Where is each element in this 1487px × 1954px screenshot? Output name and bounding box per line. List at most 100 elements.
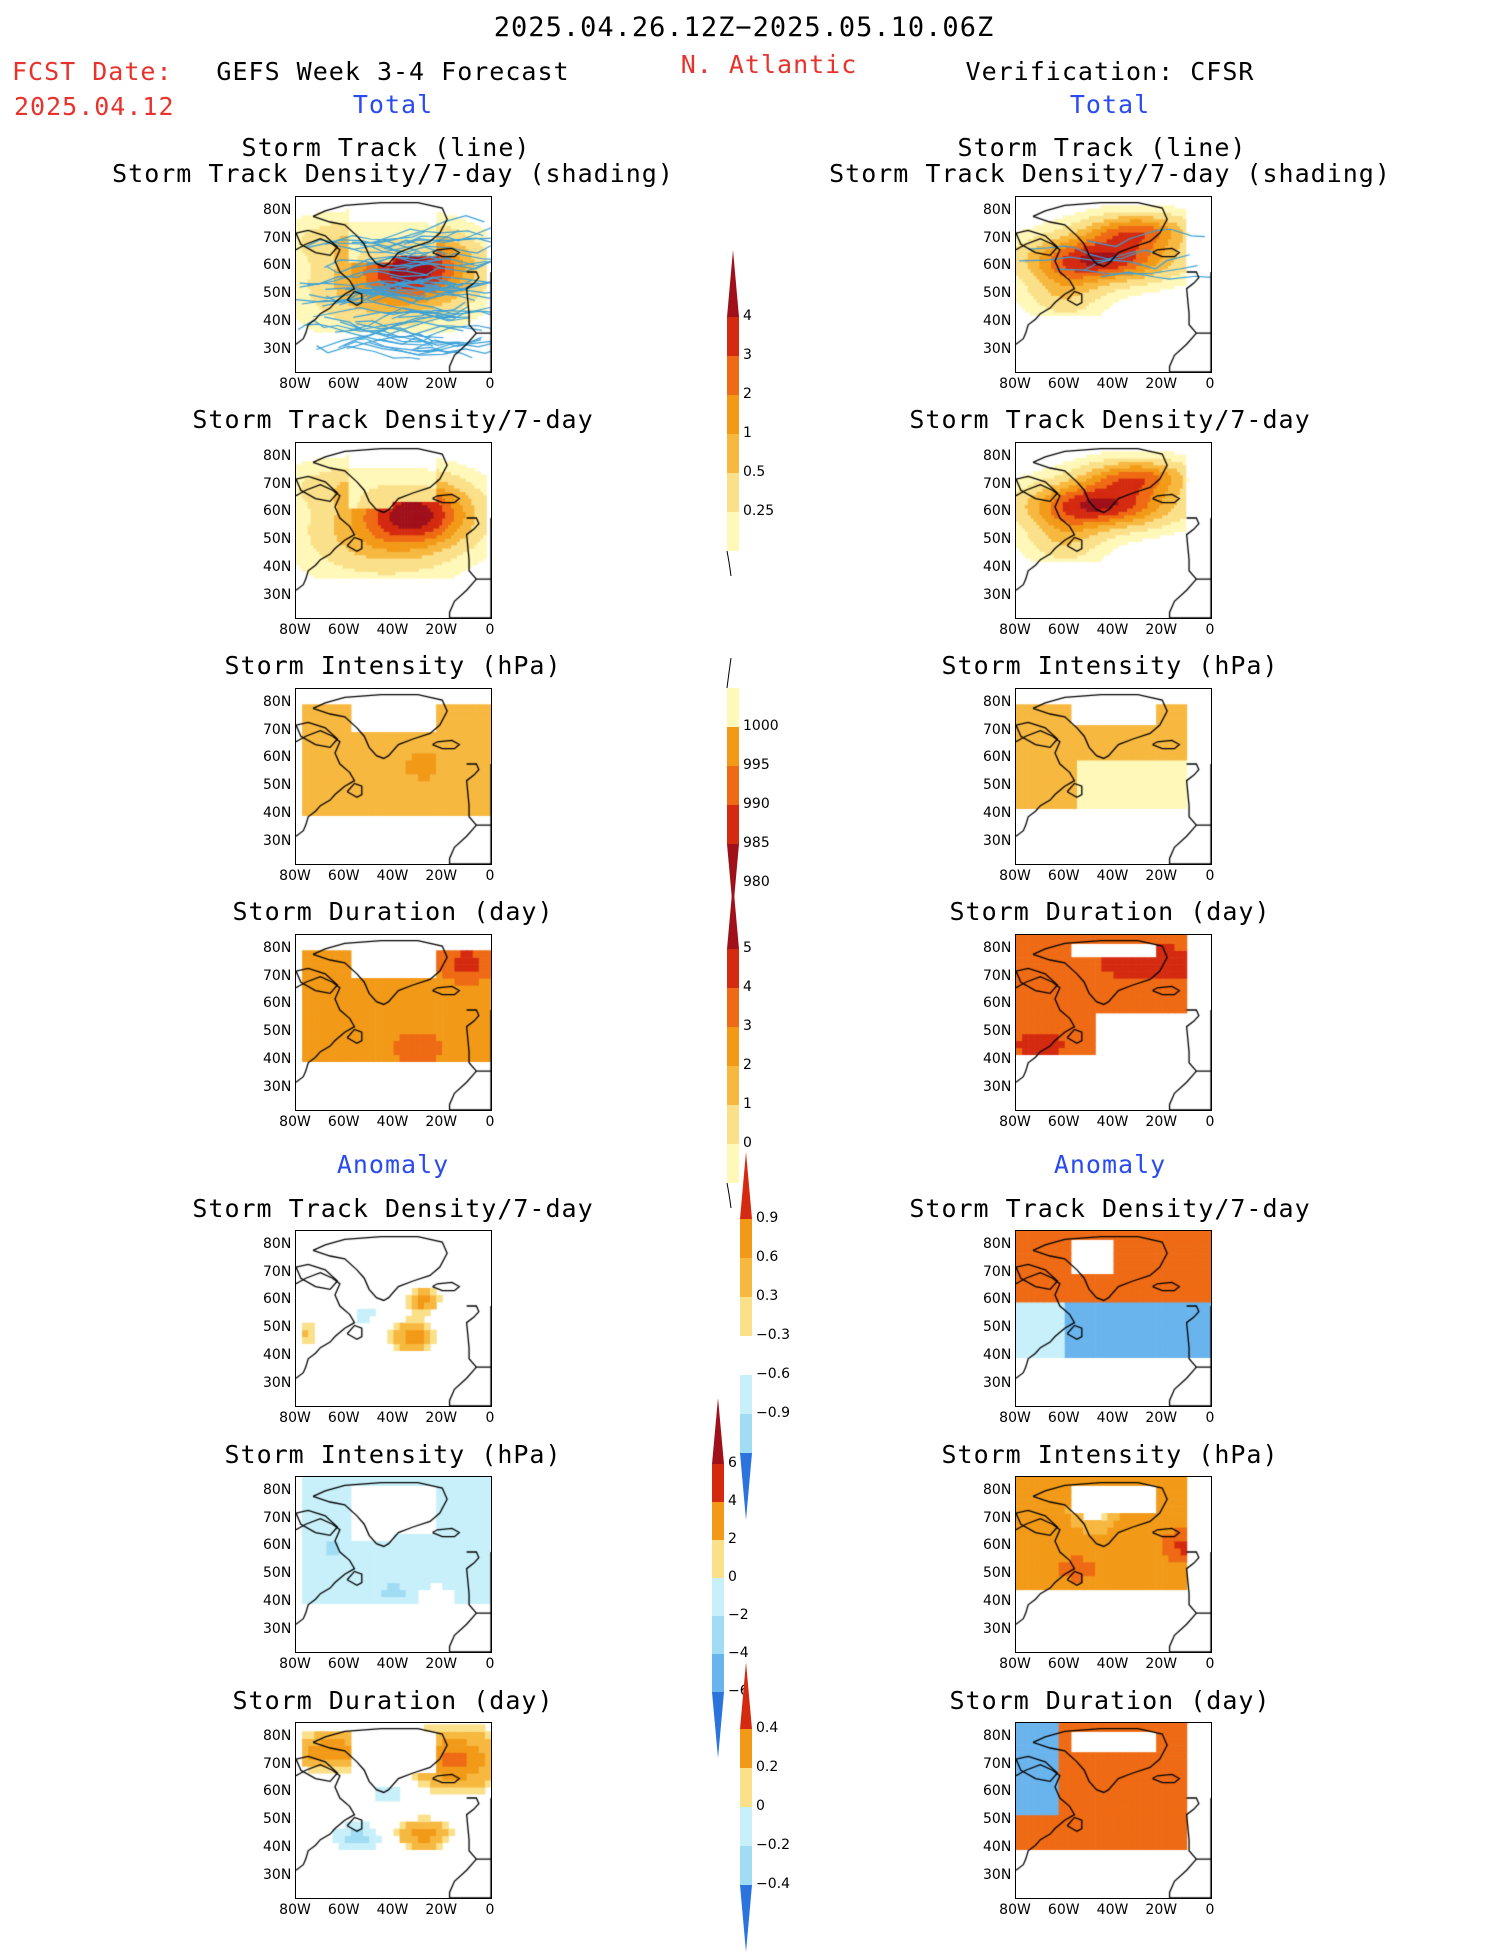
colorbar-swatch [712, 1578, 724, 1616]
lon-tick-label: 80W [279, 376, 311, 392]
lat-tick-label: 50N [983, 777, 1012, 794]
map-canvas [1016, 1723, 1211, 1898]
colorbar-swatch [727, 949, 739, 988]
lon-tick-label: 60W [1047, 868, 1080, 884]
colorbar-label: 0.9 [756, 1210, 779, 1226]
lat-tick-label: 80N [983, 693, 1012, 710]
lon-tick-label: 80W [279, 622, 311, 638]
lon-tick-label: 0 [1205, 1656, 1215, 1672]
lat-tick-label: 30N [983, 340, 1012, 357]
colorbar-swatch [740, 1297, 752, 1336]
map-canvas [296, 1477, 491, 1652]
colorbar-density-total [726, 250, 739, 577]
lat-tick-label: 30N [263, 1374, 292, 1391]
lat-tick-label: 40N [263, 1839, 292, 1855]
lat-tick-label: 70N [983, 475, 1012, 492]
lon-tick-label: 0 [485, 1656, 495, 1672]
map-intensity-anom-verification [1015, 1476, 1212, 1653]
region-title: N. Atlantic [680, 50, 858, 79]
lat-tick-label: 50N [983, 1811, 1012, 1828]
colorbar-swatch [727, 688, 739, 727]
lon-tick-label: 0 [1205, 622, 1215, 638]
colorbar-label: 1000 [743, 718, 779, 734]
colorbar-label: 0.25 [743, 503, 775, 519]
panel-title-intensity-right: Storm Intensity (hPa) [941, 651, 1279, 680]
lat-tick-label: 70N [263, 475, 292, 492]
lon-tick-label: 80W [999, 1114, 1031, 1130]
lon-tick-label: 20W [1145, 376, 1178, 392]
lat-tick-label: 60N [983, 1783, 1012, 1800]
map-canvas [1016, 1477, 1211, 1652]
lat-tick-label: 40N [983, 1839, 1012, 1855]
lon-tick-label: 80W [279, 1114, 311, 1130]
lon-tick-label: 0 [485, 1114, 495, 1130]
colorbar-swatch [740, 1807, 752, 1846]
colorbar-label: 0.3 [756, 1288, 779, 1304]
panel-title-duration-anom-right: Storm Duration (day) [949, 1686, 1271, 1715]
colorbar-label: −0.4 [756, 1876, 790, 1892]
lat-tick-label: 30N [983, 1866, 1012, 1883]
map-canvas [1016, 197, 1211, 372]
map-canvas [1016, 689, 1211, 864]
colorbar-swatch [712, 1654, 724, 1692]
lat-tick-label: 80N [983, 1235, 1012, 1252]
map-duration-verification [1015, 934, 1212, 1111]
lat-tick-label: 80N [983, 447, 1012, 464]
panel-title-intensity-anom-right: Storm Intensity (hPa) [941, 1440, 1279, 1469]
panel-title-density-left: Storm Track Density/7-day [192, 405, 594, 434]
lon-tick-label: 80W [999, 376, 1031, 392]
lon-tick-label: 20W [425, 1656, 458, 1672]
lon-tick-label: 80W [999, 622, 1031, 638]
map-duration-forecast [295, 934, 492, 1111]
map-density-anom-verification [1015, 1230, 1212, 1407]
date-range-title: 2025.04.26.12Z−2025.05.10.06Z [493, 12, 995, 43]
lat-tick-label: 70N [983, 229, 1012, 246]
lat-tick-label: 70N [263, 967, 292, 984]
lat-tick-label: 60N [263, 995, 292, 1012]
panel-title-density-anom-left: Storm Track Density/7-day [192, 1194, 594, 1223]
lat-tick-label: 50N [983, 531, 1012, 548]
colorbar-swatch [727, 805, 739, 844]
lat-tick-label: 80N [983, 1727, 1012, 1744]
lat-tick-label: 60N [983, 1537, 1012, 1554]
lat-tick-label: 70N [983, 1263, 1012, 1280]
map-canvas [296, 197, 491, 372]
colorbar-swatch [727, 1066, 739, 1105]
colorbar-label: 5 [743, 940, 752, 956]
lon-tick-label: 60W [1047, 1410, 1080, 1426]
lat-tick-label: 30N [263, 832, 292, 849]
lon-tick-label: 20W [425, 1114, 458, 1130]
lat-tick-label: 30N [983, 586, 1012, 603]
map-density-verification [1015, 442, 1212, 619]
lat-tick-label: 80N [263, 1235, 292, 1252]
colorbar-label: 0 [743, 1135, 752, 1151]
lon-tick-label: 20W [425, 622, 458, 638]
map-duration-anom-forecast [295, 1722, 492, 1899]
lat-tick-label: 70N [263, 1509, 292, 1526]
lon-tick-label: 0 [485, 1410, 495, 1426]
lat-tick-label: 80N [263, 693, 292, 710]
lat-tick-label: 70N [263, 1263, 292, 1280]
colorbar-swatch [727, 882, 739, 949]
colorbar-swatch [727, 766, 739, 805]
lon-tick-label: 80W [999, 868, 1031, 884]
lon-tick-label: 60W [1047, 376, 1080, 392]
colorbar-swatch [727, 434, 739, 473]
colorbar-swatch [727, 727, 739, 766]
colorbar-duration-anom [740, 1662, 752, 1952]
lat-tick-label: 30N [263, 1078, 292, 1095]
colorbar-swatch [712, 1540, 724, 1578]
map-canvas [296, 1231, 491, 1406]
lat-tick-label: 80N [263, 1727, 292, 1744]
lon-tick-label: 40W [1096, 1114, 1129, 1130]
lon-tick-label: 0 [485, 622, 495, 638]
colorbar-label: 2 [743, 1057, 752, 1073]
colorbar-swatch [727, 988, 739, 1027]
lat-tick-label: 40N [983, 1051, 1012, 1067]
colorbar-swatch [740, 1453, 752, 1520]
colorbar-label: −2 [728, 1607, 749, 1623]
lon-tick-label: 0 [485, 1902, 495, 1918]
lon-tick-label: 0 [1205, 1410, 1215, 1426]
colorbar-swatch [740, 1219, 752, 1258]
lat-tick-label: 70N [983, 721, 1012, 738]
